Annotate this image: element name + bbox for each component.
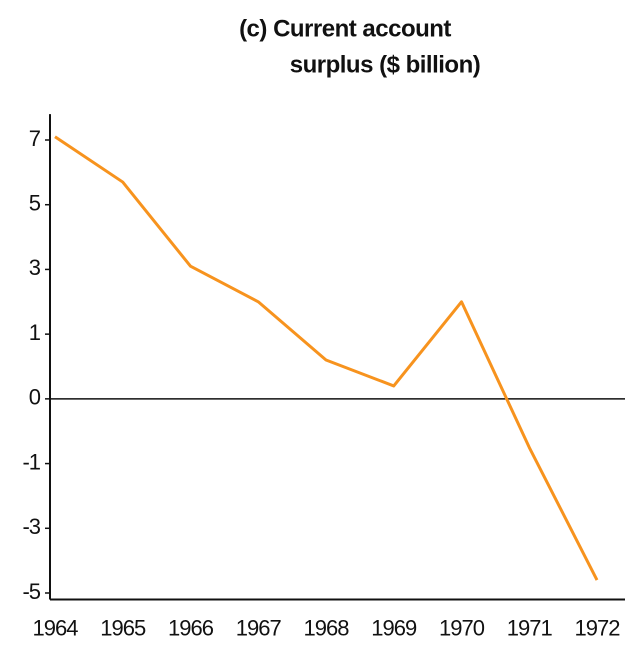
line-series xyxy=(54,135,599,581)
chart-title: (c) Current account xyxy=(239,15,451,42)
y-tick-label: 3 xyxy=(29,255,41,280)
y-tick-label: -5 xyxy=(22,579,40,604)
y-tick-label: -1 xyxy=(22,449,40,474)
x-tick-label: 1971 xyxy=(507,615,553,640)
x-tick-label: 1970 xyxy=(439,615,485,640)
x-tick-label: 1969 xyxy=(371,615,417,640)
y-tick-label: 1 xyxy=(29,320,41,345)
chart-title: surplus ($ billion) xyxy=(290,51,481,78)
y-tick-label: 7 xyxy=(29,126,41,151)
y-tick-label: -3 xyxy=(22,514,40,539)
y-tick-label: 0 xyxy=(29,385,41,410)
x-tick-label: 1966 xyxy=(168,615,214,640)
y-tick-label: 5 xyxy=(29,191,41,216)
x-tick-label: 1968 xyxy=(304,615,350,640)
x-tick-label: 1972 xyxy=(575,615,621,640)
x-tick-label: 1964 xyxy=(33,615,79,640)
x-tick-label: 1965 xyxy=(100,615,146,640)
x-tick-label: 1967 xyxy=(236,615,282,640)
